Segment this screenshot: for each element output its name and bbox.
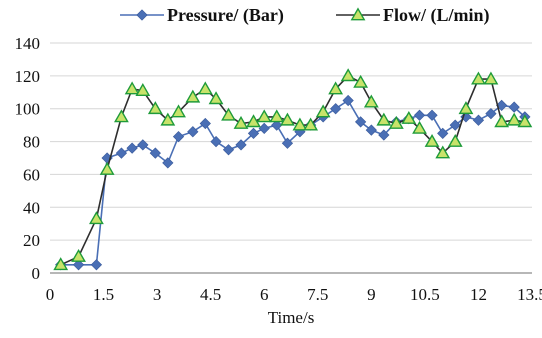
pressure-point [90, 259, 103, 271]
flow-point [458, 101, 474, 115]
pressure-point [222, 144, 235, 156]
legend-marker-pressure [136, 9, 148, 21]
x-tick-label: 13.5 [517, 285, 542, 304]
flow-point [221, 107, 236, 121]
pressure-point [449, 119, 461, 131]
pressure-point [437, 127, 449, 139]
x-tick-label: 10.5 [410, 285, 440, 304]
pressure-point [485, 108, 497, 120]
flow-point [447, 133, 463, 147]
flow-point [315, 104, 331, 118]
flow-point [160, 112, 176, 126]
legend-marker-flow [350, 7, 366, 21]
flow-point [435, 145, 451, 159]
pressure-point [413, 109, 426, 121]
flow-point [71, 248, 86, 262]
pressure-point [472, 114, 485, 126]
flow-point [517, 114, 533, 128]
flow-point [303, 117, 319, 131]
pressure-point [378, 129, 390, 141]
y-tick-label: 40 [23, 198, 40, 217]
x-tick-label: 6 [260, 285, 269, 304]
pressure-point [330, 103, 342, 115]
x-axis-label: Time/s [268, 308, 315, 327]
pressure-point [247, 127, 260, 139]
pressure-point [342, 94, 354, 107]
pressure-point [354, 116, 367, 128]
pressure-point [496, 99, 508, 112]
x-tick-label: 3 [153, 285, 162, 304]
legend-label-flow: Flow/ (L/min) [383, 5, 490, 26]
flow-point [246, 114, 261, 128]
pressure-point [508, 101, 520, 113]
flow-point [483, 71, 499, 85]
pressure-point [281, 137, 294, 149]
pressure-point [460, 111, 472, 123]
flow-point [471, 71, 486, 85]
flow-point [412, 120, 427, 134]
flow-point [233, 115, 249, 129]
pressure-point [187, 126, 199, 138]
flow-point [124, 81, 140, 95]
y-tick-label: 140 [15, 34, 41, 53]
flow-point [424, 133, 440, 147]
series-line-flow [60, 74, 526, 266]
x-tick-label: 12 [470, 285, 487, 304]
flow-point [292, 117, 308, 131]
pressure-point [115, 147, 128, 159]
x-tick-label: 1.5 [93, 285, 114, 304]
flow-point [376, 112, 392, 126]
flow-point [197, 81, 213, 95]
flow-point [185, 89, 201, 103]
pressure-point [149, 147, 161, 159]
flow-point [114, 109, 129, 123]
flow-point [401, 110, 417, 124]
pressure-point [258, 122, 270, 135]
y-tick-label: 20 [23, 231, 40, 250]
pressure-point [210, 135, 222, 148]
flow-point [494, 114, 510, 128]
flow-point [147, 101, 163, 115]
legend-label-pressure: Pressure/ (Bar) [167, 5, 284, 26]
flow-point [256, 109, 272, 123]
flow-point [388, 115, 404, 129]
y-tick-label: 100 [15, 100, 41, 119]
flow-point [280, 112, 295, 126]
pressure-point [126, 142, 138, 154]
flow-point [208, 91, 224, 105]
pressure-point [271, 119, 283, 131]
y-tick-label: 120 [15, 67, 41, 86]
flow-point [353, 74, 369, 88]
flow-point [506, 112, 522, 126]
pressure-point [365, 124, 377, 136]
x-tick-label: 0 [46, 285, 55, 304]
pressure-point [426, 109, 438, 121]
flow-point [269, 109, 285, 123]
flow-point [363, 94, 379, 108]
x-tick-label: 4.5 [200, 285, 221, 304]
pressure-point [235, 139, 247, 151]
flow-point [135, 83, 151, 96]
y-tick-label: 0 [32, 264, 41, 283]
y-tick-label: 80 [23, 133, 40, 152]
pressure-point [137, 139, 149, 151]
flow-point [328, 81, 344, 95]
flow-point [340, 68, 356, 82]
flow-point [89, 211, 104, 225]
y-tick-label: 60 [23, 165, 40, 184]
flow-point [171, 104, 186, 118]
pressure-point [72, 259, 85, 271]
flow-point [53, 257, 69, 271]
pressure-point [199, 117, 211, 130]
x-tick-label: 9 [367, 285, 376, 304]
pressure-point [172, 131, 185, 143]
flow-point [99, 161, 115, 175]
x-tick-label: 7.5 [307, 285, 328, 304]
pressure-point [162, 157, 174, 169]
